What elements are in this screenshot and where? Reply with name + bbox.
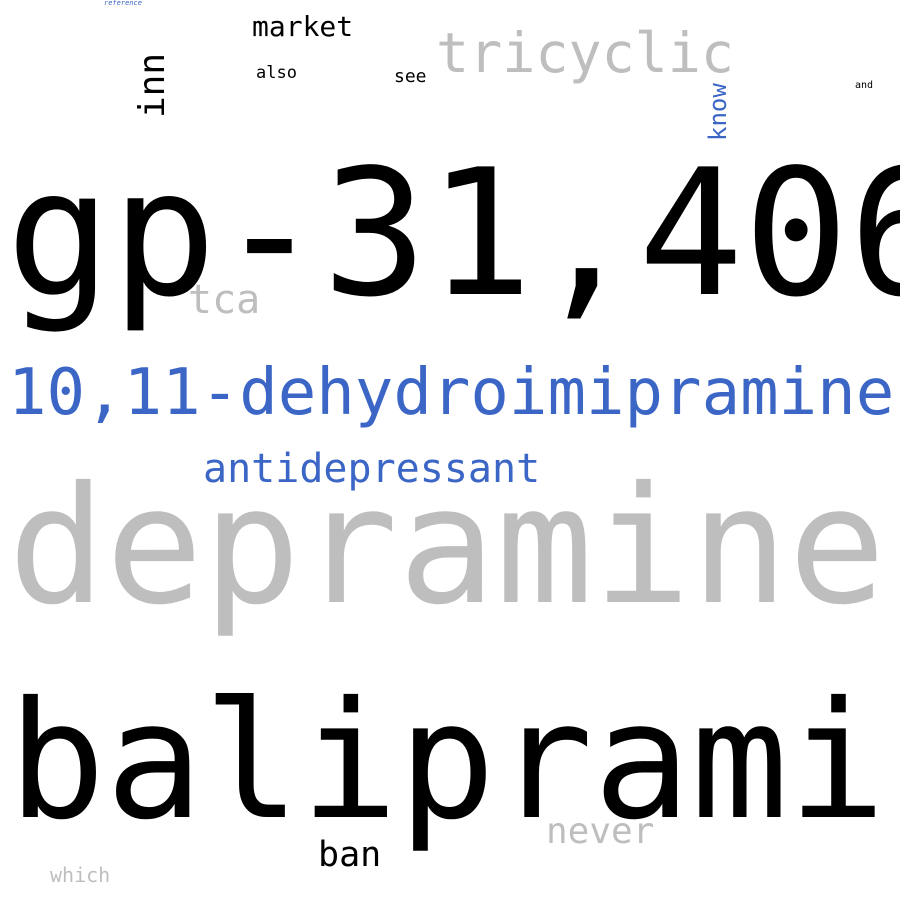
word-depramine: depramine <box>8 453 886 641</box>
word-antidepressant: antidepressant <box>203 446 541 492</box>
word-10-11-dehydroimipramine: 10,11-dehydroimipramine <box>8 356 895 430</box>
word-ban: ban <box>318 835 382 875</box>
word-gp-31406: gp-31,406 <box>6 133 900 336</box>
word-which: which <box>50 863 111 887</box>
word-reference: reference <box>104 0 142 7</box>
word-also: also <box>256 63 297 83</box>
word-inn: inn <box>132 52 173 118</box>
word-and: and <box>855 80 874 91</box>
word-market: market <box>252 10 354 43</box>
word-tricyclic: tricyclic <box>436 21 735 85</box>
word-never: never <box>546 811 655 852</box>
word-tca: tca <box>188 277 261 323</box>
word-see: see <box>394 66 427 87</box>
